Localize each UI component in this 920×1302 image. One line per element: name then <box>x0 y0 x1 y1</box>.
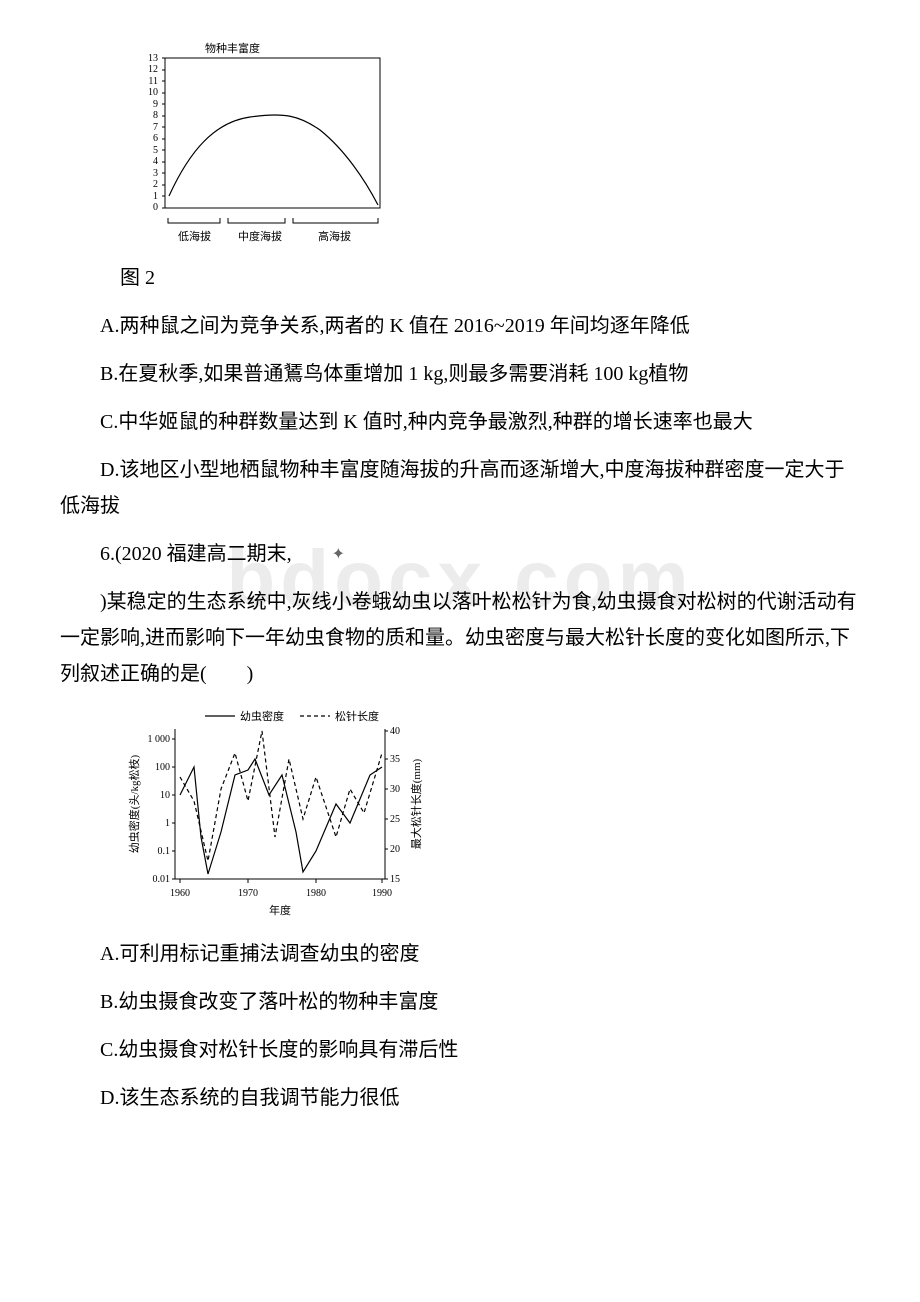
svg-text:9: 9 <box>153 99 158 110</box>
chart1-frame <box>165 58 380 208</box>
svg-text:15: 15 <box>390 874 400 885</box>
svg-text:1: 1 <box>153 191 158 202</box>
svg-text:25: 25 <box>390 814 400 825</box>
svg-text:0.1: 0.1 <box>158 846 171 857</box>
chart1-y-title: 物种丰富度 <box>205 41 260 55</box>
option-b-2: B.幼虫摄食改变了落叶松的物种丰富度 <box>60 984 860 1020</box>
svg-text:5: 5 <box>153 145 158 156</box>
svg-text:12: 12 <box>148 64 158 75</box>
question6-body: )某稳定的生态系统中,灰线小卷蛾幼虫以落叶松松针为食,幼虫摄食对松树的代谢活动有… <box>60 584 860 692</box>
svg-text:10: 10 <box>148 87 158 98</box>
svg-text:1: 1 <box>165 818 170 829</box>
svg-text:7: 7 <box>153 122 158 133</box>
svg-text:0: 0 <box>153 202 158 213</box>
chart1-cat-high: 高海拔 <box>318 229 351 243</box>
option-a-1: A.两种鼠之间为竞争关系,两者的 K 值在 2016~2019 年间均逐年降低 <box>60 308 860 344</box>
svg-text:1980: 1980 <box>306 888 326 899</box>
svg-text:100: 100 <box>155 762 170 773</box>
chart-species-richness: 物种丰富度 0 1 2 3 4 5 6 7 8 9 10 11 12 13 <box>120 40 860 250</box>
svg-text:35: 35 <box>390 754 400 765</box>
svg-text:0.01: 0.01 <box>153 874 171 885</box>
star-icon: ✦ <box>292 541 345 570</box>
legend-dash-label: 松针长度 <box>335 709 379 723</box>
chart1-cat-mid: 中度海拔 <box>238 229 282 243</box>
chart2-x-label: 年度 <box>269 903 291 917</box>
chart1-curve <box>169 115 378 205</box>
svg-text:1 000: 1 000 <box>148 734 171 745</box>
chart2-y-left-label: 幼虫密度(头/kg松枝) <box>127 754 141 853</box>
svg-text:40: 40 <box>390 726 400 737</box>
option-a-2: A.可利用标记重捕法调查幼虫的密度 <box>60 936 860 972</box>
svg-text:6: 6 <box>153 133 158 144</box>
chart2-y-right-ticks: 15 20 25 30 35 40 <box>385 726 400 885</box>
svg-text:3: 3 <box>153 168 158 179</box>
svg-text:20: 20 <box>390 844 400 855</box>
chart-larvae-needle: 幼虫密度 松针长度 0.01 0.1 1 10 100 1 000 <box>120 704 860 924</box>
chart2-x-ticks: 1960 1970 1980 1990 <box>170 879 392 899</box>
chart2-y-right-label: 最大松针长度(mm) <box>409 758 423 849</box>
question6-head-pre: 6.(2020 福建高二期末, <box>100 543 292 565</box>
option-d-2: D.该生态系统的自我调节能力很低 <box>60 1080 860 1116</box>
chart2-y-left-ticks: 0.01 0.1 1 10 100 1 000 <box>148 734 176 885</box>
document-content: 物种丰富度 0 1 2 3 4 5 6 7 8 9 10 11 12 13 <box>60 40 860 1116</box>
svg-text:1970: 1970 <box>238 888 258 899</box>
svg-text:1990: 1990 <box>372 888 392 899</box>
svg-text:30: 30 <box>390 784 400 795</box>
legend-solid-label: 幼虫密度 <box>240 709 284 723</box>
svg-text:10: 10 <box>160 790 170 801</box>
question6-head: 6.(2020 福建高二期末,✦ <box>60 536 860 572</box>
chart2-solid-curve <box>180 759 382 874</box>
chart1-caption: 图 2 <box>120 260 860 296</box>
option-c-1: C.中华姬鼠的种群数量达到 K 值时,种内竞争最激烈,种群的增长速率也最大 <box>60 404 860 440</box>
chart1-cat-low: 低海拔 <box>178 229 211 243</box>
svg-text:13: 13 <box>148 53 158 64</box>
svg-text:2: 2 <box>153 179 158 190</box>
option-b-1: B.在夏秋季,如果普通鵟鸟体重增加 1 kg,则最多需要消耗 100 kg植物 <box>60 356 860 392</box>
svg-text:8: 8 <box>153 110 158 121</box>
svg-text:4: 4 <box>153 156 158 167</box>
option-c-2: C.幼虫摄食对松针长度的影响具有滞后性 <box>60 1032 860 1068</box>
svg-text:11: 11 <box>148 76 158 87</box>
chart1-y-ticks: 0 1 2 3 4 5 6 7 8 9 10 11 12 13 <box>148 53 165 213</box>
option-d-1: D.该地区小型地栖鼠物种丰富度随海拔的升高而逐渐增大,中度海拔种群密度一定大于低… <box>60 452 860 524</box>
chart2-dash-curve <box>180 731 382 861</box>
chart1-brackets <box>168 218 378 223</box>
svg-text:1960: 1960 <box>170 888 190 899</box>
